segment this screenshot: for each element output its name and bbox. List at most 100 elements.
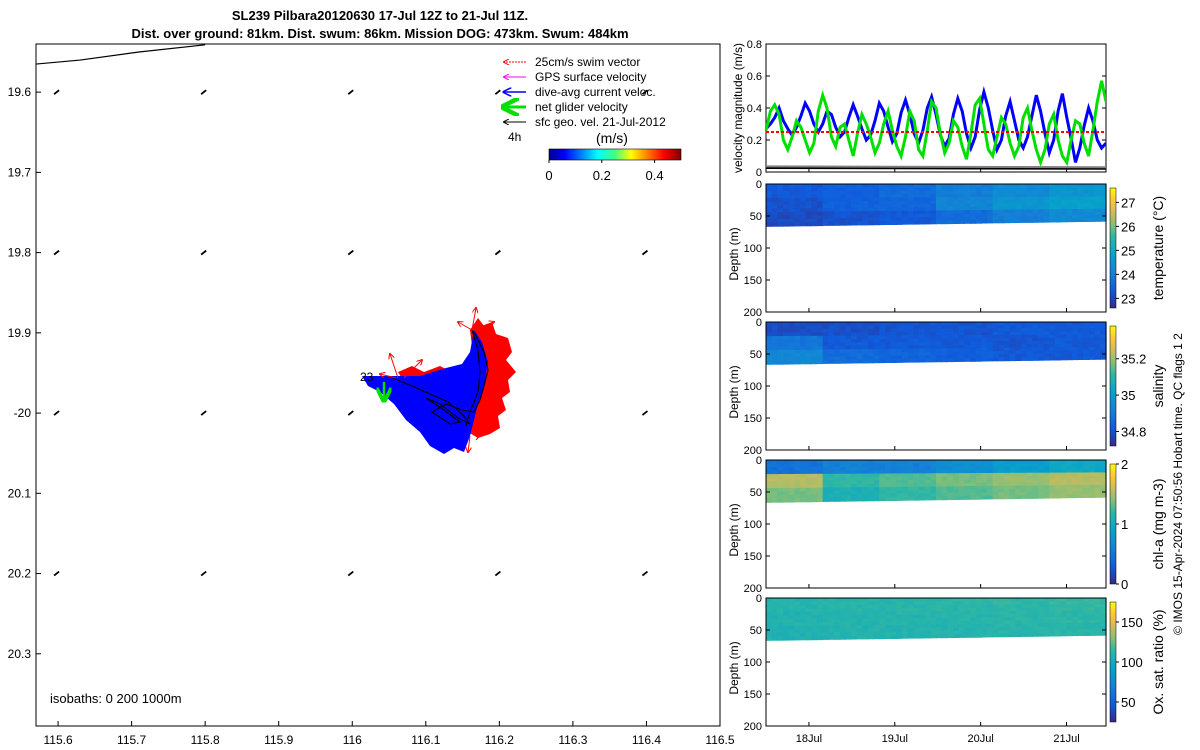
velocity-series-line <box>766 80 1106 168</box>
section-cell <box>975 607 982 612</box>
section-cell <box>1021 190 1028 195</box>
section-cell <box>856 463 863 468</box>
section-cell <box>890 184 897 188</box>
section-cell <box>936 634 943 639</box>
section-cell <box>896 480 903 485</box>
section-colorbar-tick: 35.2 <box>1121 352 1146 367</box>
section-cell <box>873 598 880 602</box>
section-cell <box>1032 610 1039 615</box>
section-cell <box>1066 620 1073 624</box>
section-cell <box>992 460 999 464</box>
section-cell <box>896 214 903 219</box>
section-cell <box>1060 206 1067 210</box>
section-cell <box>851 466 858 471</box>
section-cell <box>913 496 920 501</box>
section-cell <box>1021 463 1028 467</box>
section-cell <box>890 631 897 636</box>
section-cell <box>1049 203 1056 207</box>
section-cell <box>1066 193 1073 198</box>
section-cell <box>822 221 829 226</box>
section-cell <box>902 614 909 619</box>
section-cell <box>822 632 829 637</box>
section-cell <box>1083 218 1090 222</box>
section-cell <box>936 489 943 494</box>
map-colorbar-ticks: 0 0.2 0.4 <box>545 160 664 183</box>
section-cell <box>930 634 937 639</box>
section-cell <box>788 477 795 482</box>
section-cell <box>907 332 914 336</box>
section-cell <box>1038 601 1045 605</box>
section-cell <box>1089 622 1096 627</box>
section-cell <box>958 492 965 497</box>
section-cell <box>828 463 835 468</box>
section-cell <box>839 204 846 209</box>
section-cell <box>879 631 886 636</box>
section-cell <box>987 460 994 464</box>
section-cell <box>766 615 773 620</box>
section-cell <box>777 208 784 213</box>
section-cell <box>1055 626 1062 631</box>
section-cell <box>834 490 841 495</box>
section-cell <box>839 208 846 212</box>
section-cell <box>902 207 909 212</box>
section-cell <box>1089 626 1096 630</box>
section-cell <box>851 207 858 212</box>
section-cell <box>907 210 914 215</box>
section-cell <box>845 211 852 216</box>
section-ytick-label: 200 <box>744 583 762 595</box>
section-cell <box>800 480 807 485</box>
section-cell <box>868 328 875 333</box>
section-cell <box>896 190 903 195</box>
section-cell <box>913 460 920 464</box>
section-cell <box>987 617 994 622</box>
section-cell <box>896 618 903 623</box>
section-cell <box>811 360 818 365</box>
section-cell <box>805 632 812 637</box>
section-cell <box>913 486 920 491</box>
section-cell <box>987 347 994 352</box>
section-cell <box>873 618 880 623</box>
section-cell <box>1009 203 1016 208</box>
section-cell <box>953 607 960 612</box>
section-cell <box>1038 203 1045 207</box>
section-cell <box>902 194 909 198</box>
section-cell <box>839 325 846 330</box>
section-cell <box>1043 482 1050 486</box>
section-cell <box>1094 478 1101 483</box>
section-cell <box>975 620 982 625</box>
section-cell <box>800 191 807 196</box>
section-cell <box>862 494 869 498</box>
section-cell <box>936 190 943 195</box>
section-cell <box>947 476 954 481</box>
section-cell <box>1049 356 1056 361</box>
section-cell <box>981 354 988 359</box>
section-cell <box>964 200 971 205</box>
section-cell <box>907 460 914 464</box>
section-cell <box>1049 598 1056 602</box>
section-cell <box>953 190 960 195</box>
section-cell <box>1043 460 1050 464</box>
section-cell <box>1072 196 1079 201</box>
section-cell <box>800 325 807 330</box>
section-cell <box>1026 620 1033 625</box>
section-cell <box>794 467 801 472</box>
section-cell <box>1038 632 1045 637</box>
section-cell <box>975 492 982 497</box>
section-cell <box>896 628 903 633</box>
section-cell <box>1077 626 1084 630</box>
section-cell <box>1009 344 1016 349</box>
section-cell <box>862 473 869 478</box>
section-cell <box>1004 203 1011 208</box>
section-cell <box>1100 202 1107 207</box>
section-cell <box>992 200 999 204</box>
map-colorbar-tick: 0.4 <box>646 168 664 183</box>
section-cell <box>970 184 977 188</box>
section-cell <box>1032 633 1039 637</box>
section-cell <box>1066 463 1073 467</box>
section-cell <box>919 476 926 481</box>
section-cell <box>924 493 931 498</box>
section-cell <box>811 211 818 216</box>
section-cell <box>1026 482 1033 487</box>
section-cell <box>1100 494 1107 498</box>
